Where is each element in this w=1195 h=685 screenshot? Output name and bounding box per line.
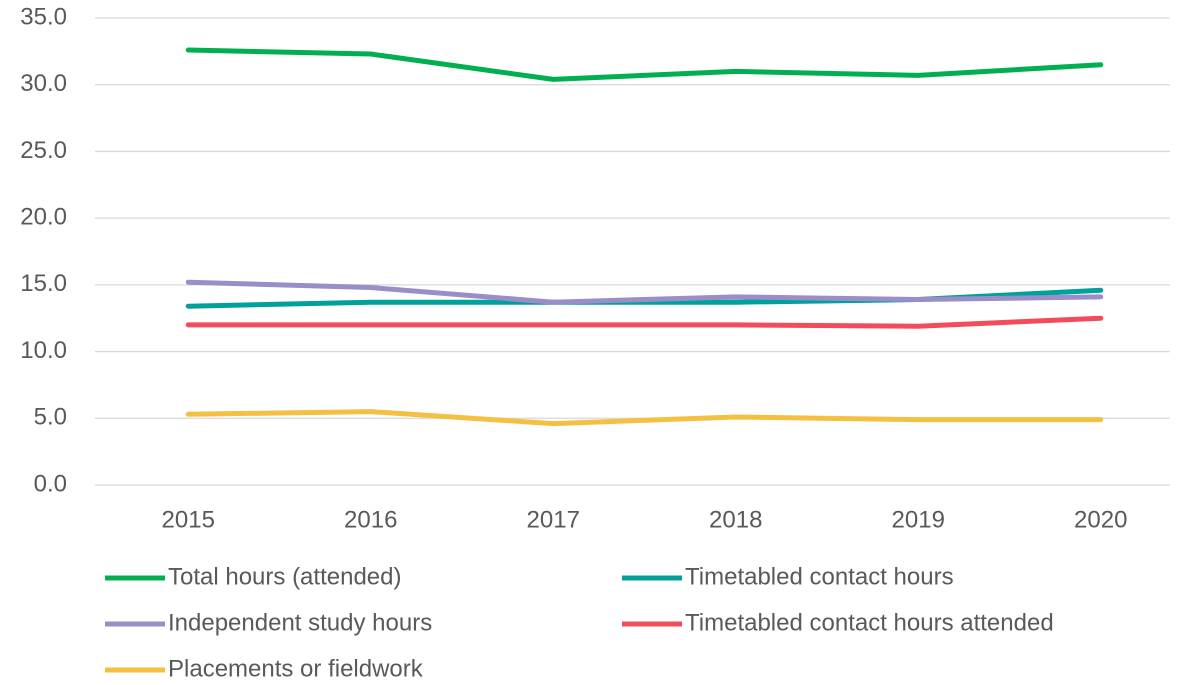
series-line	[185, 279, 1104, 305]
legend-label: Timetabled contact hours attended	[685, 609, 1054, 636]
x-tick-label: 2019	[892, 506, 945, 533]
y-tick-label: 10.0	[20, 337, 67, 364]
legend-label: Independent study hours	[168, 609, 432, 636]
legend-label: Timetabled contact hours	[685, 563, 954, 590]
y-tick-label: 15.0	[20, 270, 67, 297]
series-line	[185, 315, 1104, 329]
x-tick-label: 2017	[527, 506, 580, 533]
y-tick-label: 25.0	[20, 137, 67, 164]
legend-label: Total hours (attended)	[168, 563, 401, 590]
y-tick-label: 30.0	[20, 70, 67, 97]
x-tick-label: 2016	[344, 506, 397, 533]
y-tick-label: 35.0	[20, 3, 67, 30]
y-tick-label: 5.0	[34, 404, 67, 431]
x-tick-label: 2015	[162, 506, 215, 533]
x-tick-label: 2018	[709, 506, 762, 533]
y-tick-label: 20.0	[20, 203, 67, 230]
series-line	[185, 47, 1104, 82]
y-tick-label: 0.0	[34, 470, 67, 497]
series-line	[185, 409, 1104, 427]
x-tick-label: 2020	[1074, 506, 1127, 533]
legend-label: Placements or fieldwork	[168, 655, 424, 682]
